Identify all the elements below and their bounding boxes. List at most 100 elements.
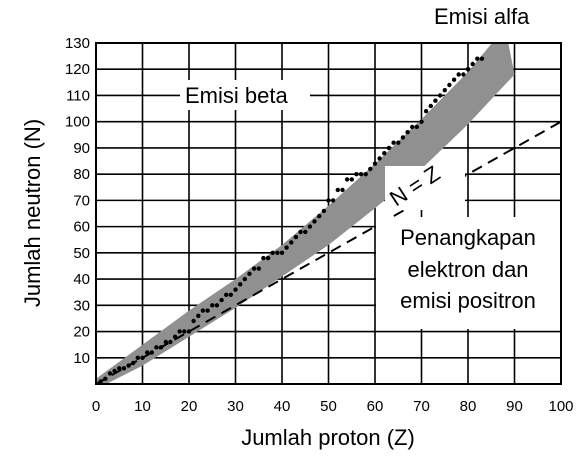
data-point <box>382 151 387 156</box>
capture-label-line2: elektron dan <box>407 257 528 282</box>
data-point <box>200 308 206 313</box>
y-tick-labels: 10 20 30 40 50 60 70 80 90 100 110 120 130 <box>65 35 90 367</box>
data-point <box>251 266 257 271</box>
nz-label-bg <box>385 166 465 210</box>
y-tick-label: 70 <box>73 192 90 209</box>
x-tick-label: 30 <box>227 398 244 415</box>
data-point <box>317 213 322 219</box>
y-tick-label: 110 <box>66 87 90 104</box>
x-tick-label: 50 <box>320 398 337 415</box>
data-point <box>312 219 317 224</box>
x-tick-label: 70 <box>413 398 430 415</box>
data-point <box>335 187 340 193</box>
y-tick-label: 40 <box>73 271 90 288</box>
data-point <box>154 345 159 350</box>
data-point <box>451 77 457 82</box>
data-point <box>168 339 173 345</box>
data-point <box>140 355 145 360</box>
data-point <box>479 56 485 61</box>
data-point <box>261 255 266 261</box>
data-point <box>303 229 308 235</box>
data-point <box>135 355 140 360</box>
data-point <box>145 350 150 355</box>
data-point <box>456 72 461 77</box>
y-tick-label: 100 <box>65 114 90 131</box>
data-point <box>419 119 424 124</box>
data-point <box>196 313 201 318</box>
data-point <box>289 240 294 245</box>
beta-emission-label: Emisi beta <box>185 83 288 108</box>
x-tick-label: 80 <box>460 398 477 415</box>
capture-label-line1: Penangkapan <box>400 225 536 250</box>
y-tick-label: 50 <box>73 245 90 262</box>
data-point <box>377 156 382 161</box>
data-point <box>349 177 354 182</box>
data-point <box>98 379 103 384</box>
data-point <box>461 72 466 77</box>
data-point <box>131 360 136 366</box>
alpha-emission-label: Emisi alfa <box>434 4 530 29</box>
data-point <box>158 345 164 350</box>
data-point <box>238 282 243 287</box>
data-point <box>224 292 229 297</box>
y-axis-title: Jumlah neutron (N) <box>20 119 45 307</box>
data-point <box>163 339 168 345</box>
y-tick-label: 20 <box>73 324 90 341</box>
x-axis-title: Jumlah proton (Z) <box>241 425 415 450</box>
data-point <box>210 303 215 308</box>
data-point <box>275 250 280 255</box>
data-point <box>410 124 415 130</box>
y-tick-label: 120 <box>65 61 90 78</box>
data-point <box>191 318 196 324</box>
band-of-stability <box>96 43 515 384</box>
y-tick-label: 130 <box>65 35 90 52</box>
capture-label-line3: emisi positron <box>400 288 536 313</box>
data-point <box>354 172 359 177</box>
data-point <box>396 140 401 145</box>
data-point <box>470 61 475 67</box>
data-point <box>112 368 117 374</box>
x-tick-label: 0 <box>92 398 100 415</box>
data-point <box>344 177 350 182</box>
data-point <box>247 271 252 276</box>
data-point <box>172 334 178 339</box>
y-tick-label: 60 <box>73 219 90 236</box>
data-point <box>107 371 113 376</box>
data-point <box>293 234 299 240</box>
x-tick-label: 90 <box>506 398 523 415</box>
data-point <box>307 224 313 229</box>
data-point <box>391 140 396 145</box>
data-point <box>214 303 220 308</box>
data-point <box>298 229 303 235</box>
data-point <box>475 56 480 61</box>
data-point <box>358 172 364 177</box>
y-tick-label: 30 <box>73 297 90 314</box>
data-point <box>219 297 224 303</box>
data-point <box>103 376 108 381</box>
data-point <box>405 130 410 135</box>
data-point <box>400 135 406 140</box>
data-point <box>368 166 373 172</box>
data-point <box>423 109 429 114</box>
x-tick-label: 100 <box>548 398 573 415</box>
data-point <box>428 103 433 109</box>
plot-frame <box>95 42 562 385</box>
alpha-label-bg <box>428 2 550 30</box>
data-point <box>465 67 471 72</box>
data-point <box>256 266 261 271</box>
data-point <box>326 198 331 203</box>
data-point <box>265 255 271 261</box>
x-tick-labels: 0 10 20 30 40 50 60 70 80 90 100 <box>92 398 574 415</box>
data-point <box>386 145 392 151</box>
data-point <box>284 245 289 250</box>
data-point <box>149 350 154 355</box>
data-point <box>228 292 233 297</box>
capture-label-bg <box>376 217 560 329</box>
data-point <box>182 329 187 334</box>
data-point <box>205 308 210 313</box>
data-point <box>270 250 275 255</box>
data-point <box>442 88 447 93</box>
data-point <box>117 366 122 371</box>
data-point <box>447 82 452 88</box>
